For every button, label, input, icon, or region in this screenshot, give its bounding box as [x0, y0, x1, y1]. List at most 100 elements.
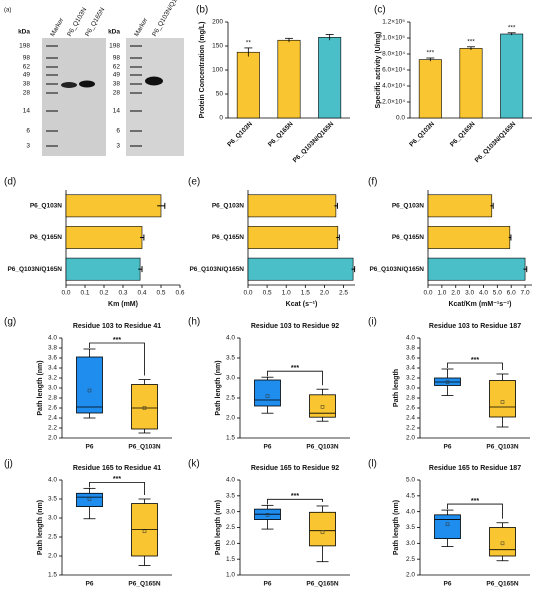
- bar: [277, 39, 301, 119]
- x-tick-label: P6_Q103N: [408, 120, 436, 148]
- y-axis-label: Path length (nm): [393, 500, 400, 555]
- chart-title: Residue 103 to Residue 41: [73, 323, 161, 330]
- x-tick-label: P6_Q103N: [226, 120, 254, 148]
- gel-unit: kDa: [18, 29, 30, 36]
- bar: [427, 194, 493, 218]
- y-axis-label: Path length (nm): [215, 500, 222, 555]
- y-tick-label: 2.8: [48, 395, 57, 402]
- gel-panel: (a): [4, 8, 184, 156]
- bar: [247, 226, 339, 249]
- x-tick-label: P6_Q165N: [486, 581, 518, 588]
- y-tick-label: 2.0: [406, 572, 415, 579]
- significance-label: ***: [471, 498, 479, 505]
- marker-label: 3: [116, 143, 120, 150]
- annotation: ***: [427, 50, 435, 57]
- y-tick-label: 4.5: [406, 493, 415, 500]
- bar: [65, 257, 141, 281]
- bar: [65, 194, 162, 218]
- y-tick-label: 100: [212, 67, 223, 74]
- bar: [247, 194, 337, 218]
- x-tick-label: 0.3: [118, 290, 127, 297]
- mean-marker: [265, 394, 270, 398]
- panel-label: (l): [368, 459, 377, 470]
- y-tick-label: 1.2×10⁵: [382, 19, 405, 26]
- y-tick-label: 2.8: [406, 395, 415, 402]
- marker-band: [46, 92, 58, 94]
- marker-band: [130, 145, 142, 147]
- chart-title: Residue 103 to Residue 92: [251, 323, 339, 330]
- marker-band: [130, 45, 142, 47]
- lane-label: P6_Q103N/Q165N: [151, 0, 184, 38]
- y-tick-label: 2.0: [48, 553, 57, 560]
- significance-bracket: [447, 503, 503, 519]
- marker-band: [130, 57, 142, 59]
- y-tick-label: 4.0: [48, 477, 57, 484]
- significance-label: ***: [471, 357, 479, 364]
- y-tick-label: 8.0×10⁴: [382, 51, 405, 58]
- y-tick-label: 2.0: [226, 540, 235, 547]
- marker-band: [130, 92, 142, 94]
- y-tick-label: 2.5: [226, 395, 235, 402]
- x-axis-label: Km (mM): [108, 301, 138, 308]
- y-tick-label: 50: [216, 91, 224, 98]
- significance-label: ***: [291, 493, 299, 500]
- significance-bracket: [447, 362, 503, 370]
- y-tick-label: 3.0: [226, 375, 235, 382]
- box: [76, 492, 103, 507]
- x-tick-label: 0.1: [80, 290, 89, 297]
- y-tick-label: 2.2: [406, 425, 415, 432]
- x-tick-label: 0.2: [99, 290, 108, 297]
- panel-label: (c): [374, 5, 386, 16]
- lane-label: Marker: [49, 16, 66, 38]
- y-tick-label: P6_Q103N: [392, 203, 424, 210]
- marker-band: [46, 66, 58, 68]
- y-tick-label: 0.0: [396, 115, 405, 122]
- y-tick-label: 1.5: [226, 556, 235, 563]
- y-tick-label: P6_Q103N/Q165N: [7, 266, 62, 273]
- bar: [236, 51, 260, 119]
- marker-band: [46, 145, 58, 147]
- x-tick-label: P6_Q103N: [306, 444, 338, 451]
- y-tick-label: 4.0: [406, 508, 415, 515]
- y-tick-label: 4.0: [226, 335, 235, 342]
- x-tick-label: P6_Q103N/Q165N: [474, 120, 518, 164]
- significance-bracket: [89, 342, 145, 376]
- gel-band: [79, 80, 95, 88]
- marker-label: 38: [113, 81, 121, 88]
- marker-label: 3: [26, 143, 30, 150]
- gel-unit: kDa: [108, 29, 120, 36]
- x-tick-label: 4.0: [479, 290, 488, 297]
- y-tick-label: 3.4: [406, 365, 415, 372]
- y-tick-label: P6_Q103N/Q165N: [189, 266, 244, 273]
- marker-label: 198: [19, 43, 30, 50]
- x-tick-label: P6_Q103N: [486, 444, 518, 451]
- y-tick-label: P6_Q103N/Q165N: [369, 266, 424, 273]
- y-tick-label: 3.0: [406, 540, 415, 547]
- significance-bracket: [89, 481, 145, 495]
- y-tick-label: 3.5: [406, 524, 415, 531]
- marker-label: 14: [113, 108, 121, 115]
- marker-label: 98: [113, 55, 121, 62]
- x-tick-label: 0.0: [61, 290, 70, 297]
- y-tick-label: 2.4: [406, 415, 415, 422]
- marker-band: [130, 110, 142, 112]
- y-tick-label: 3.5: [226, 355, 235, 362]
- y-tick-label: 200: [212, 19, 223, 26]
- y-tick-label: 3.5: [226, 493, 235, 500]
- x-tick-label: 0.5: [156, 290, 165, 297]
- bar: [427, 257, 526, 281]
- x-tick-label: 0.0: [243, 290, 252, 297]
- x-tick-label: P6_Q165N: [267, 120, 295, 148]
- x-tick-label: P6: [264, 444, 272, 451]
- bar: [459, 48, 483, 119]
- mean-marker: [445, 380, 450, 384]
- bar: [318, 37, 342, 119]
- marker-band: [130, 74, 142, 76]
- box: [254, 379, 281, 407]
- lane-label: Marker: [133, 16, 150, 38]
- x-tick-label: P6: [264, 581, 272, 588]
- y-tick-label: P6_Q103N: [212, 203, 244, 210]
- significance-label: ***: [113, 337, 121, 344]
- marker-label: 14: [23, 108, 31, 115]
- x-axis-label: Kcat/Km (mM⁻¹s⁻¹): [448, 301, 511, 308]
